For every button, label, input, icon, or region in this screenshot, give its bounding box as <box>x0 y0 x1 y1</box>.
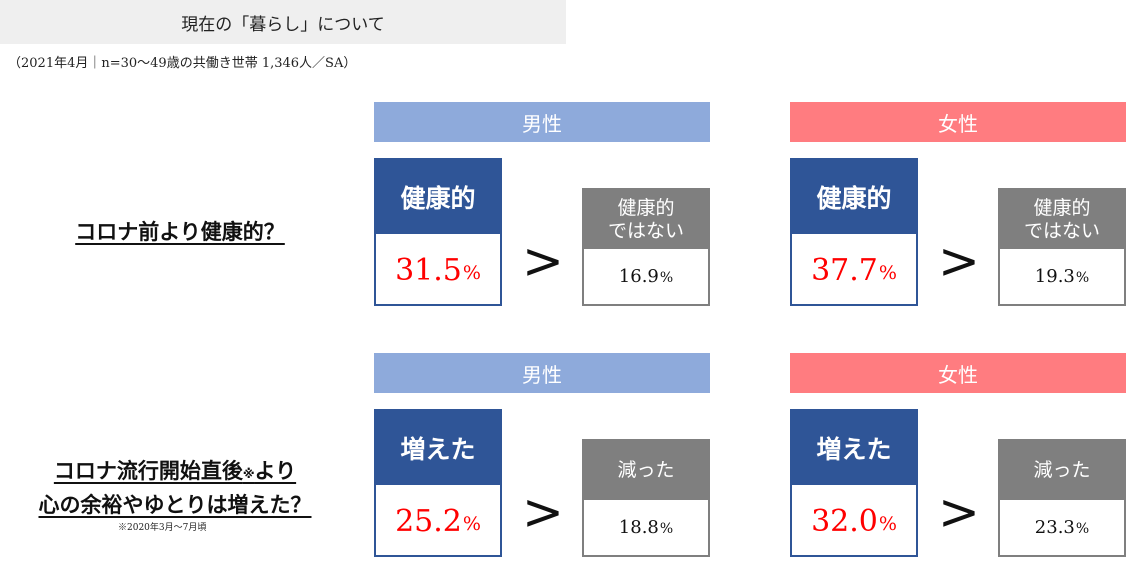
other-label: 健康的 ではない <box>1000 190 1124 249</box>
main-value: 31.5% <box>395 252 481 288</box>
gender-header-female-q1: 女性 <box>790 102 1126 142</box>
main-value: 37.7% <box>811 252 897 288</box>
gender-header-male-q2: 男性 <box>374 353 710 393</box>
other-label: 減った <box>1000 441 1124 500</box>
other-value: 19.3% <box>1034 266 1090 287</box>
other-value: 16.9% <box>618 266 674 287</box>
question-mental-room: コロナ流行開始直後※より 心の余裕やゆとりは増えた？ <box>10 456 340 521</box>
other-value: 23.3% <box>1034 517 1090 538</box>
main-box-female-q1: 健康的 37.7% <box>790 158 918 306</box>
main-label: 健康的 <box>792 160 916 234</box>
page-title: 現在の「暮らし」について <box>0 0 566 44</box>
other-value: 18.8% <box>618 517 674 538</box>
greater-than-symbol: > <box>522 483 564 541</box>
main-box-male-q1: 健康的 31.5% <box>374 158 502 306</box>
other-label: 減った <box>584 441 708 500</box>
survey-subtitle: （2021年4月｜n=30～49歳の共働き世帯 1,346人／SA） <box>8 56 357 71</box>
other-label: 健康的 ではない <box>584 190 708 249</box>
main-label: 健康的 <box>376 160 500 234</box>
other-box-female-q2: 減った 23.3% <box>998 439 1126 557</box>
gender-header-female-q2: 女性 <box>790 353 1126 393</box>
other-box-male-q1: 健康的 ではない 16.9% <box>582 188 710 306</box>
main-label: 増えた <box>376 411 500 485</box>
other-box-female-q1: 健康的 ではない 19.3% <box>998 188 1126 306</box>
main-label: 増えた <box>792 411 916 485</box>
main-box-female-q2: 増えた 32.0% <box>790 409 918 557</box>
question-health: コロナ前より健康的？ <box>75 220 285 244</box>
main-value: 32.0% <box>811 503 897 539</box>
question-line-2: 心の余裕やゆとりは増えた？ <box>38 493 312 517</box>
greater-than-symbol: > <box>938 483 980 541</box>
greater-than-symbol: > <box>938 232 980 290</box>
footnote: ※2020年3月～7月頃 <box>118 523 207 533</box>
other-box-male-q2: 減った 18.8% <box>582 439 710 557</box>
gender-header-male-q1: 男性 <box>374 102 710 142</box>
greater-than-symbol: > <box>522 232 564 290</box>
question-line-1: コロナ流行開始直後※より <box>53 459 297 483</box>
main-value: 25.2% <box>395 503 481 539</box>
main-box-male-q2: 増えた 25.2% <box>374 409 502 557</box>
